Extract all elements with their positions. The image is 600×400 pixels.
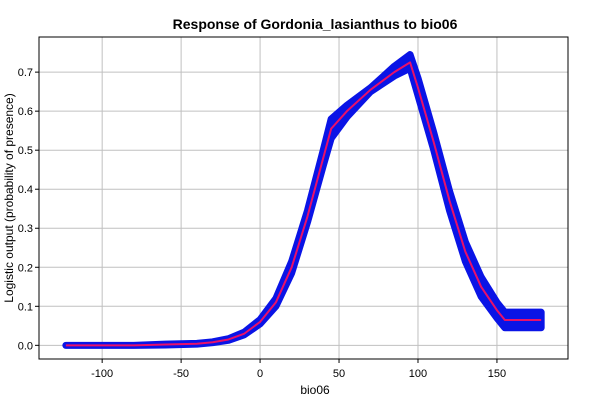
mean-response-polyline bbox=[65, 61, 542, 347]
x-tick-label: 50 bbox=[333, 368, 345, 380]
y-tick-label: 0.1 bbox=[18, 301, 33, 313]
y-tick-label: 0.3 bbox=[18, 223, 33, 235]
y-tick-label: 0.0 bbox=[18, 340, 33, 352]
x-tick-label: 100 bbox=[409, 368, 427, 380]
plot-area-frame bbox=[38, 36, 569, 360]
mean-response-line bbox=[65, 61, 542, 347]
x-tick-label: -50 bbox=[173, 368, 189, 380]
y-tick-label: 0.2 bbox=[18, 262, 33, 274]
x-axis-ticks: -100 -50 0 50 100 150 bbox=[91, 359, 506, 380]
x-tick-label: 150 bbox=[488, 368, 506, 380]
grid-lines bbox=[39, 37, 568, 359]
y-tick-label: 0.4 bbox=[18, 184, 33, 196]
y-tick-label: 0.6 bbox=[18, 106, 33, 118]
y-tick-label: 0.7 bbox=[18, 67, 33, 79]
x-axis-label: bio06 bbox=[300, 383, 330, 397]
x-tick-label: -100 bbox=[91, 368, 113, 380]
chart-title: Response of Gordonia_lasianthus to bio06 bbox=[173, 16, 458, 32]
x-tick-label: 0 bbox=[257, 368, 263, 380]
y-axis-ticks: 0.0 0.1 0.2 0.3 0.4 0.5 0.6 0.7 bbox=[18, 67, 39, 352]
y-axis-label: Logistic output (probability of presence… bbox=[2, 93, 16, 302]
y-tick-label: 0.5 bbox=[18, 145, 33, 157]
